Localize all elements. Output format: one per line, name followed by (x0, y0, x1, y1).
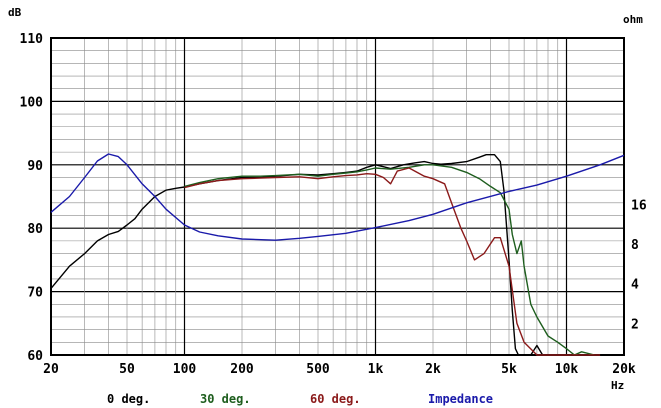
x-tick-label: 200 (230, 362, 254, 377)
plot-frame (50, 37, 625, 356)
left-tick-label: 110 (20, 32, 44, 47)
series-line-impedance (50, 153, 625, 241)
left-tick-label: 100 (20, 95, 44, 110)
x-tick-label: 10k (555, 362, 579, 377)
x-axis-ticks: 20 50 100 200 500 1k 2k 5k 10k 20k (43, 362, 636, 377)
series-line-60-deg (184, 167, 601, 356)
x-tick-label: 20 (43, 362, 59, 377)
x-tick-label: 20k (612, 362, 636, 377)
left-tick-label: 80 (27, 222, 43, 237)
left-axis-ticks: 60 70 80 90 100 110 (20, 32, 44, 364)
legend-impedance: Impedance (428, 392, 493, 406)
right-tick-label: 16 (631, 198, 647, 213)
x-tick-label: 50 (119, 362, 135, 377)
x-tick-label: 1k (368, 362, 384, 377)
left-tick-label: 70 (27, 286, 43, 301)
chart-grid (50, 37, 625, 356)
legend-0-deg: 0 deg. (107, 392, 150, 406)
right-tick-label: 2 (631, 317, 639, 332)
right-axis-ticks: 2 4 8 16 (631, 198, 647, 332)
x-tick-label: 2k (425, 362, 441, 377)
right-axis-unit: ohm (623, 13, 643, 26)
series-layer (50, 153, 625, 356)
left-axis-unit: dB (8, 6, 22, 19)
series-line-0-deg (50, 154, 567, 356)
right-tick-label: 4 (631, 278, 639, 293)
x-tick-label: 100 (173, 362, 197, 377)
series-line-30-deg (184, 164, 595, 356)
left-tick-label: 90 (27, 159, 43, 174)
x-tick-label: 500 (306, 362, 330, 377)
right-tick-label: 8 (631, 238, 639, 253)
x-axis-unit: Hz (611, 379, 624, 392)
x-tick-label: 5k (501, 362, 517, 377)
legend-30-deg: 30 deg. (200, 392, 251, 406)
left-tick-label: 60 (27, 349, 43, 364)
legend-60-deg: 60 deg. (310, 392, 361, 406)
